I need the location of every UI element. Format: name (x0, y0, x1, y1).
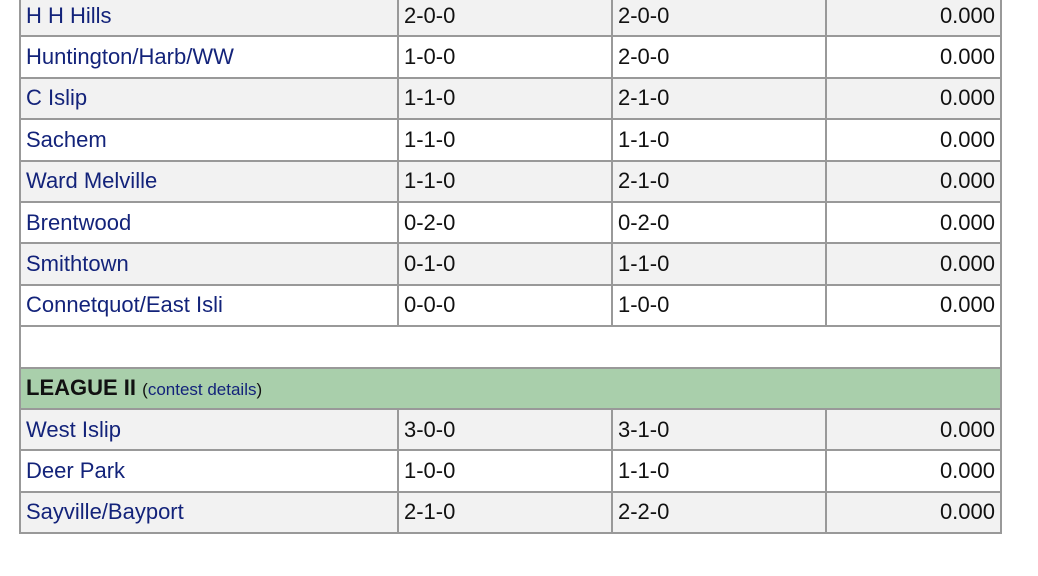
win-percentage: 0.000 (825, 118, 1002, 162)
league-record: 1-0-0 (397, 35, 613, 79)
league-record: 3-0-0 (397, 407, 613, 452)
overall-record: 2-2-0 (611, 490, 827, 535)
league-record: 1-1-0 (397, 118, 613, 162)
win-percentage: 0.000 (825, 407, 1002, 452)
league-record: 2-0-0 (397, 0, 613, 38)
overall-record: 1-0-0 (611, 283, 827, 328)
league-record: 0-2-0 (397, 200, 613, 245)
team-link[interactable]: Huntington/Harb/WW (19, 35, 399, 79)
table-row: C Islip 1-1-0 2-1-0 0.000 (19, 76, 1002, 121)
overall-record: 2-0-0 (611, 0, 827, 38)
league-record: 1-0-0 (397, 449, 613, 493)
overall-record: 2-0-0 (611, 35, 827, 79)
team-link[interactable]: Smithtown (19, 242, 399, 286)
table-row: Sayville/Bayport 2-1-0 2-2-0 0.000 (19, 490, 1002, 535)
league-title: LEAGUE II (26, 375, 137, 401)
win-percentage: 0.000 (825, 76, 1002, 121)
table-row: Huntington/Harb/WW 1-0-0 2-0-0 0.000 (19, 35, 1002, 79)
table-row: Smithtown 0-1-0 1-1-0 0.000 (19, 242, 1002, 286)
league-record: 1-1-0 (397, 76, 613, 121)
league-record: 0-0-0 (397, 283, 613, 328)
table-row: Ward Melville 1-1-0 2-1-0 0.000 (19, 159, 1002, 203)
league-header-row: LEAGUE II (contest details) (19, 366, 1002, 410)
league-record: 0-1-0 (397, 242, 613, 286)
overall-record: 0-2-0 (611, 200, 827, 245)
win-percentage: 0.000 (825, 449, 1002, 493)
overall-record: 1-1-0 (611, 118, 827, 162)
overall-record: 3-1-0 (611, 407, 827, 452)
table-row: Connetquot/East Isli 0-0-0 1-0-0 0.000 (19, 283, 1002, 328)
overall-record: 1-1-0 (611, 449, 827, 493)
contest-details-link[interactable]: contest details (147, 380, 257, 400)
win-percentage: 0.000 (825, 0, 1002, 38)
team-link[interactable]: H H Hills (19, 0, 399, 38)
win-percentage: 0.000 (825, 490, 1002, 535)
win-percentage: 0.000 (825, 200, 1002, 245)
table-row: Deer Park 1-0-0 1-1-0 0.000 (19, 449, 1002, 493)
team-link[interactable]: Sayville/Bayport (19, 490, 399, 535)
team-link[interactable]: Deer Park (19, 449, 399, 493)
league-record: 1-1-0 (397, 159, 613, 203)
table-row: Sachem 1-1-0 1-1-0 0.000 (19, 118, 1002, 162)
table-row: West Islip 3-0-0 3-1-0 0.000 (19, 407, 1002, 452)
table-row: Brentwood 0-2-0 0-2-0 0.000 (19, 200, 1002, 245)
overall-record: 2-1-0 (611, 76, 827, 121)
team-link[interactable]: Brentwood (19, 200, 399, 245)
standings-table: H H Hills 2-0-0 2-0-0 0.000 Huntington/Harb/… (19, 0, 1002, 535)
table-row: H H Hills 2-0-0 2-0-0 0.000 (19, 0, 1002, 38)
team-link[interactable]: Sachem (19, 118, 399, 162)
league-record: 2-1-0 (397, 490, 613, 535)
team-link[interactable]: West Islip (19, 407, 399, 452)
team-link[interactable]: Connetquot/East Isli (19, 283, 399, 328)
team-link[interactable]: C Islip (19, 76, 399, 121)
win-percentage: 0.000 (825, 35, 1002, 79)
overall-record: 1-1-0 (611, 242, 827, 286)
win-percentage: 0.000 (825, 283, 1002, 328)
win-percentage: 0.000 (825, 242, 1002, 286)
win-percentage: 0.000 (825, 159, 1002, 203)
team-link[interactable]: Ward Melville (19, 159, 399, 203)
spacer-row (19, 325, 1002, 369)
overall-record: 2-1-0 (611, 159, 827, 203)
